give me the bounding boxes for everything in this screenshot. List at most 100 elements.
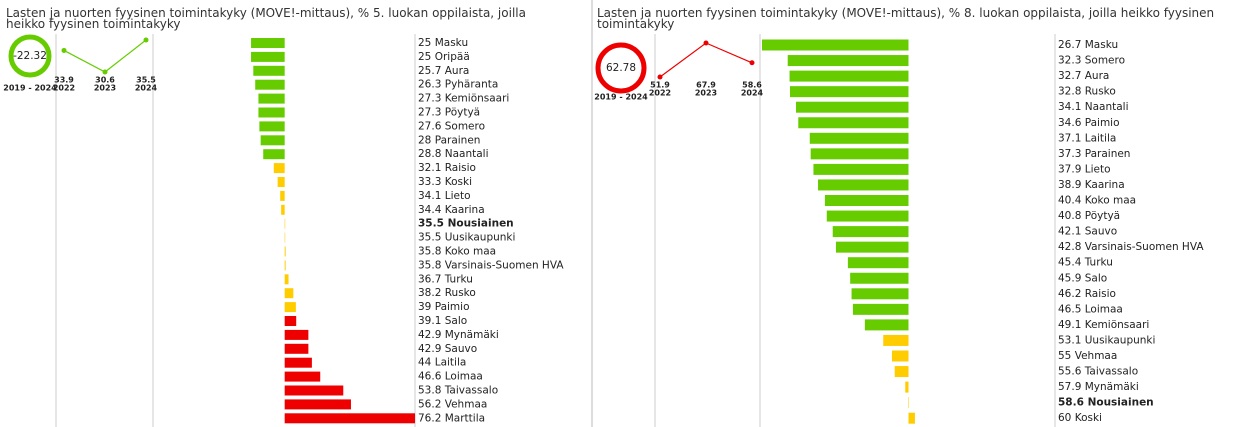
category-label: Kemiönsaari bbox=[445, 93, 510, 105]
bar bbox=[284, 399, 351, 410]
bar-value: 34.6 bbox=[1058, 117, 1082, 129]
trend-year: 2022 bbox=[649, 89, 671, 98]
category-label: Laitila bbox=[435, 357, 467, 369]
category-label: Pöytyä bbox=[1085, 210, 1120, 222]
kpi-ring bbox=[8, 34, 52, 78]
bar-label: 38.2 Rusko bbox=[418, 287, 476, 299]
bar-value: 25 bbox=[418, 37, 431, 49]
bar-label: 35.8 Koko maa bbox=[418, 246, 496, 258]
bar-label: 53.8 Taivassalo bbox=[418, 385, 498, 397]
category-label: Oripää bbox=[435, 51, 470, 63]
bar-label: 37.9 Lieto bbox=[1058, 163, 1111, 175]
bar-label: 32.7 Aura bbox=[1058, 70, 1109, 82]
bar-label: 35.5 Nousiainen bbox=[418, 218, 514, 230]
bar-value: 35.8 bbox=[418, 259, 441, 271]
kpi-label: 2019 - 2024 bbox=[3, 84, 57, 93]
trend-point bbox=[703, 40, 709, 46]
bar-label: 42.9 Mynämäki bbox=[418, 329, 499, 341]
bar-value: 35.5 bbox=[418, 232, 441, 244]
bar-value: 45.9 bbox=[1058, 272, 1081, 284]
bar bbox=[813, 163, 909, 175]
trend-value: 30.6 bbox=[95, 76, 115, 85]
bar bbox=[263, 149, 285, 160]
bar-value: 42.8 bbox=[1058, 241, 1081, 253]
bar bbox=[847, 257, 909, 269]
bar-value: 28 bbox=[418, 134, 431, 146]
category-label: Aura bbox=[1085, 70, 1110, 82]
bar-label: 42.9 Sauvo bbox=[418, 343, 477, 355]
category-label: Kaarina bbox=[445, 204, 485, 216]
bar bbox=[810, 148, 909, 160]
bar-value: 45.4 bbox=[1058, 257, 1082, 269]
bar-value: 34.1 bbox=[418, 190, 441, 202]
category-label: Koko maa bbox=[445, 246, 496, 258]
bar-label: 37.3 Parainen bbox=[1058, 148, 1130, 160]
bar-value: 25.7 bbox=[418, 65, 441, 77]
bar-value: 38.2 bbox=[418, 287, 441, 299]
bar-label: 28.8 Naantali bbox=[418, 148, 489, 160]
bar-value: 37.3 bbox=[1058, 148, 1081, 160]
bar-label: 26.3 Pyhäranta bbox=[418, 79, 498, 91]
bar-label: 33.3 Koski bbox=[418, 176, 472, 188]
bar-value: 27.3 bbox=[418, 93, 441, 105]
trend-value: 51.9 bbox=[650, 81, 670, 90]
category-label: Masku bbox=[1085, 39, 1118, 51]
bar-value: 27.3 bbox=[418, 107, 441, 119]
bar bbox=[284, 302, 296, 313]
trend-point bbox=[102, 69, 108, 75]
bar-label: 53.1 Uusikaupunki bbox=[1058, 334, 1155, 346]
bar-value: 33.3 bbox=[418, 176, 441, 188]
trend-value: 67.9 bbox=[696, 81, 716, 90]
category-label: Marttila bbox=[445, 412, 485, 424]
kpi-label: 2019 - 2024 bbox=[594, 93, 648, 102]
category-label: Uusikaupunki bbox=[445, 232, 516, 244]
bar-value: 28.8 bbox=[418, 148, 441, 160]
bar bbox=[908, 397, 909, 409]
trend-value: 35.5 bbox=[136, 76, 156, 85]
category-label: Paimio bbox=[1085, 117, 1120, 129]
category-label: Naantali bbox=[445, 148, 489, 160]
category-label: Pöytyä bbox=[445, 107, 480, 119]
bar bbox=[762, 39, 909, 51]
bar-label: 40.8 Pöytyä bbox=[1058, 210, 1120, 222]
category-label: Taivassalo bbox=[444, 385, 498, 397]
bar-label: 55.6 Taivassalo bbox=[1058, 366, 1138, 378]
bar-value: 35.8 bbox=[418, 246, 441, 258]
bar-value: 40.4 bbox=[1058, 195, 1082, 207]
category-label: Sauvo bbox=[445, 343, 477, 355]
chart-title: Lasten ja nuorten fyysinen toimintakyky … bbox=[6, 6, 526, 31]
bar-label: 39 Paimio bbox=[418, 301, 470, 313]
bar-label: 45.9 Salo bbox=[1058, 272, 1107, 284]
category-label: Laitila bbox=[1085, 132, 1117, 144]
bar-value: 42.9 bbox=[418, 343, 441, 355]
category-label: Naantali bbox=[1085, 101, 1129, 113]
bar bbox=[818, 179, 909, 191]
bar-value: 39.1 bbox=[418, 315, 441, 327]
bar-value: 60 bbox=[1058, 412, 1071, 424]
bar bbox=[891, 350, 909, 362]
bar bbox=[258, 93, 285, 104]
category-label: Nousiainen bbox=[1088, 397, 1154, 409]
bar-label: 34.1 Naantali bbox=[1058, 101, 1129, 113]
bar-label: 25.7 Aura bbox=[418, 65, 469, 77]
bar-label: 40.4 Koko maa bbox=[1058, 195, 1136, 207]
bar bbox=[905, 381, 909, 393]
bar-value: 34.4 bbox=[418, 204, 442, 216]
kpi-value: 62.78 bbox=[606, 62, 636, 74]
bar-value: 46.2 bbox=[1058, 288, 1081, 300]
bar bbox=[824, 195, 909, 206]
trend-value: 58.6 bbox=[742, 81, 762, 90]
bar-label: 57.9 Mynämäki bbox=[1058, 381, 1139, 393]
trend-year: 2024 bbox=[135, 84, 158, 93]
bar bbox=[277, 177, 285, 187]
category-label: Mynämäki bbox=[1085, 381, 1139, 393]
trend-year: 2024 bbox=[741, 89, 764, 98]
bar-value: 42.9 bbox=[418, 329, 441, 341]
bar-label: 34.1 Lieto bbox=[418, 190, 471, 202]
bar bbox=[284, 357, 312, 368]
bar-label: 56.2 Vehmaa bbox=[418, 398, 487, 410]
category-label: Mynämäki bbox=[445, 329, 499, 341]
bar-value: 57.9 bbox=[1058, 381, 1081, 393]
bar-value: 55.6 bbox=[1058, 366, 1082, 378]
